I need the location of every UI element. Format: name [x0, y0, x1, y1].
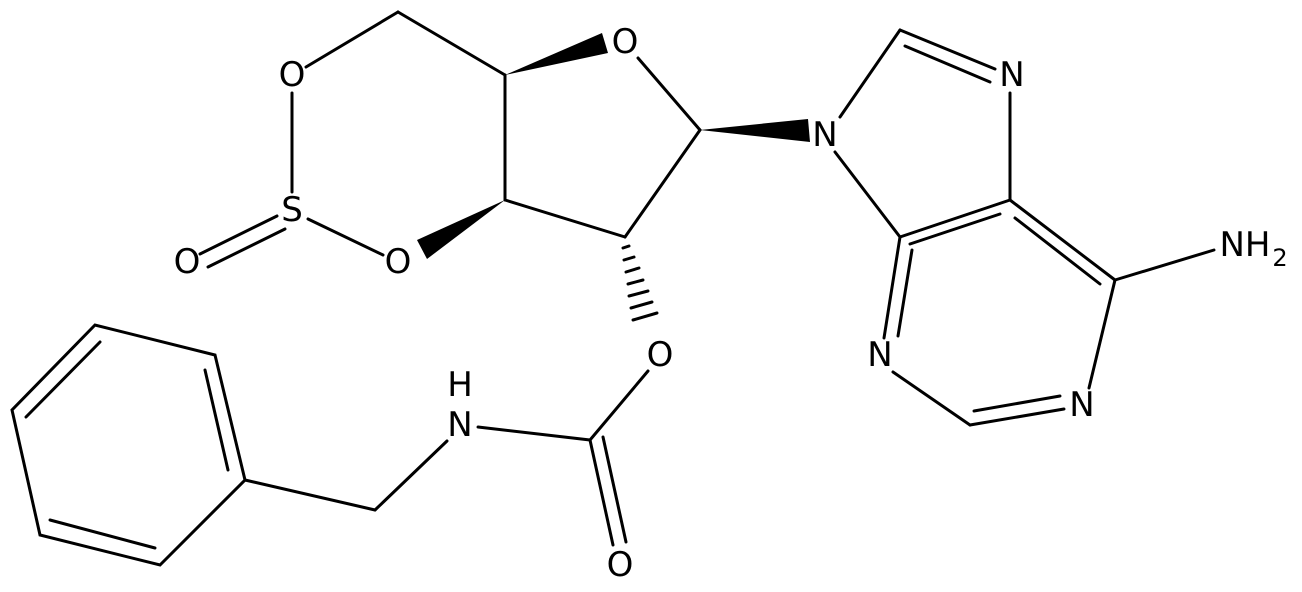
atom-subscript: 2 [1272, 244, 1287, 272]
atom-label: O [279, 55, 306, 95]
atom-label: O [174, 242, 201, 282]
hashed-bond [621, 244, 659, 322]
atom-hydrogen: H [447, 365, 473, 405]
bonds [10, 10, 1216, 567]
atom-label: O [612, 22, 639, 62]
atom-label: N [447, 405, 472, 445]
atom-label: N [1069, 385, 1094, 425]
atom-label: O [607, 545, 634, 585]
atom-label: N [999, 55, 1024, 95]
atom-label: O [647, 335, 674, 375]
atom-label: N [812, 115, 837, 155]
atom-label: NH [1220, 225, 1271, 265]
atom-label: S [281, 190, 303, 230]
atom-label: O [385, 242, 412, 282]
atom-label: N [867, 335, 892, 375]
